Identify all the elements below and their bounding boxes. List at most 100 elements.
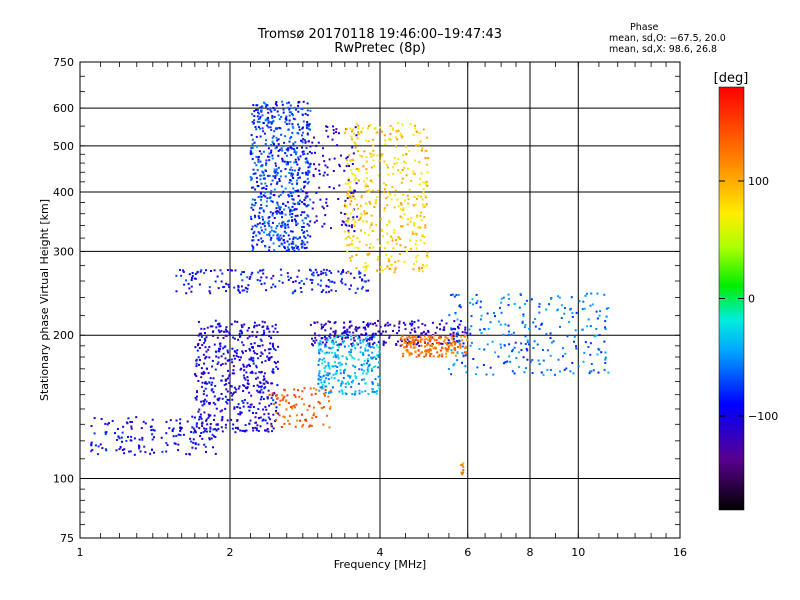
data-point bbox=[443, 326, 446, 329]
data-point bbox=[448, 344, 451, 347]
data-point bbox=[247, 383, 250, 385]
data-point bbox=[197, 380, 200, 382]
data-point bbox=[289, 168, 292, 171]
data-point bbox=[141, 438, 144, 441]
data-point bbox=[375, 131, 378, 134]
data-point bbox=[365, 337, 368, 340]
data-point bbox=[240, 273, 243, 276]
data-point bbox=[307, 140, 310, 143]
data-point bbox=[270, 192, 272, 195]
data-point bbox=[379, 325, 382, 328]
data-point bbox=[322, 387, 325, 390]
data-point bbox=[104, 433, 107, 436]
data-point bbox=[479, 318, 482, 321]
data-point bbox=[327, 378, 330, 381]
data-point bbox=[286, 223, 289, 226]
data-point bbox=[314, 336, 317, 339]
data-point bbox=[299, 236, 302, 239]
x-tick-label: 1 bbox=[77, 546, 84, 559]
data-point bbox=[308, 123, 310, 126]
data-point bbox=[208, 286, 211, 289]
data-point bbox=[315, 339, 318, 342]
data-point bbox=[369, 179, 372, 182]
data-point bbox=[221, 362, 224, 365]
data-point bbox=[271, 392, 274, 395]
data-point bbox=[324, 391, 327, 394]
data-point bbox=[274, 147, 277, 150]
data-point bbox=[232, 354, 235, 357]
data-point bbox=[387, 173, 390, 176]
data-point bbox=[349, 189, 352, 192]
data-point bbox=[171, 430, 174, 432]
data-point bbox=[352, 379, 354, 382]
data-point bbox=[152, 436, 155, 439]
data-point bbox=[259, 135, 262, 138]
data-point bbox=[323, 160, 326, 163]
data-point bbox=[292, 242, 295, 245]
data-point bbox=[225, 401, 228, 403]
data-point bbox=[253, 321, 256, 324]
data-point bbox=[424, 195, 427, 197]
data-point bbox=[286, 163, 289, 166]
data-point bbox=[285, 399, 288, 402]
data-point bbox=[320, 270, 323, 273]
data-point bbox=[415, 355, 418, 358]
data-point bbox=[304, 140, 307, 143]
data-point bbox=[326, 414, 328, 417]
data-point bbox=[275, 212, 278, 215]
data-point bbox=[212, 377, 215, 380]
data-point bbox=[284, 187, 287, 190]
data-point bbox=[300, 246, 303, 249]
data-point bbox=[216, 363, 219, 365]
data-point bbox=[347, 162, 349, 165]
data-point bbox=[251, 203, 254, 206]
data-point bbox=[461, 331, 464, 334]
data-point bbox=[205, 367, 208, 370]
data-point bbox=[298, 126, 301, 128]
data-point bbox=[364, 349, 367, 352]
data-point bbox=[603, 340, 606, 343]
data-point bbox=[346, 328, 349, 331]
data-point bbox=[366, 368, 369, 371]
data-point bbox=[345, 220, 348, 223]
data-point bbox=[254, 416, 257, 419]
data-point bbox=[404, 246, 407, 249]
data-point bbox=[291, 113, 294, 116]
data-point bbox=[284, 224, 287, 227]
data-point bbox=[497, 355, 500, 358]
data-point bbox=[280, 133, 283, 136]
data-point bbox=[282, 111, 285, 114]
data-point bbox=[343, 204, 346, 207]
data-point bbox=[93, 417, 96, 420]
data-point bbox=[393, 162, 396, 165]
data-point bbox=[380, 332, 383, 335]
data-point bbox=[457, 340, 460, 343]
data-point bbox=[315, 191, 318, 194]
data-point bbox=[347, 220, 350, 223]
data-point bbox=[278, 180, 281, 182]
data-point bbox=[452, 327, 455, 330]
data-point bbox=[364, 269, 367, 272]
data-point bbox=[130, 427, 133, 430]
data-point bbox=[257, 158, 260, 161]
data-point bbox=[228, 333, 231, 336]
data-point bbox=[191, 415, 194, 418]
data-point bbox=[313, 412, 316, 415]
data-point bbox=[394, 260, 397, 263]
data-point bbox=[404, 323, 407, 326]
data-point bbox=[277, 233, 279, 236]
data-point bbox=[352, 208, 355, 211]
data-point bbox=[419, 352, 422, 355]
data-point bbox=[419, 226, 422, 229]
data-point bbox=[469, 332, 472, 335]
data-point bbox=[279, 175, 282, 178]
data-point bbox=[257, 344, 259, 347]
data-point bbox=[269, 231, 272, 234]
data-point bbox=[262, 210, 265, 213]
data-point bbox=[267, 119, 270, 122]
data-point bbox=[452, 332, 455, 335]
data-point bbox=[350, 169, 353, 172]
data-point bbox=[291, 169, 294, 172]
data-point bbox=[293, 394, 296, 397]
